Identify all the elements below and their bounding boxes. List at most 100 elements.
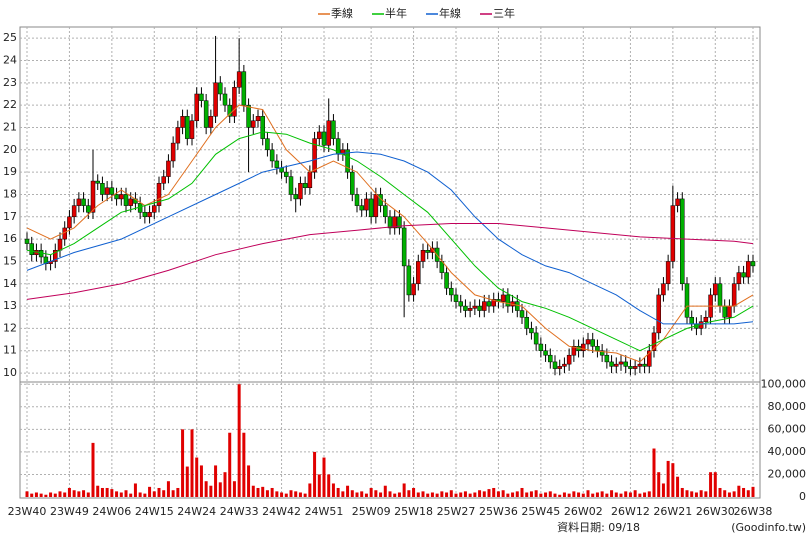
- candle-body: [302, 183, 308, 189]
- volume-bar: [430, 492, 434, 497]
- y-tick-label: 19: [3, 165, 17, 178]
- volume-bar: [595, 492, 599, 497]
- candle-body: [670, 205, 676, 262]
- y-tick-label: 22: [3, 98, 17, 111]
- candle-body: [67, 216, 72, 229]
- y-tick-label: 40,000: [768, 445, 807, 458]
- volume-bar: [270, 487, 274, 497]
- volume-bar: [280, 492, 284, 497]
- candle-body: [142, 212, 148, 218]
- candle-body: [477, 305, 482, 311]
- volume-bar: [694, 492, 698, 497]
- candle-body: [538, 343, 544, 351]
- x-tick-label: 24W06: [92, 505, 131, 518]
- candle-body: [213, 82, 218, 117]
- candle-body: [194, 93, 199, 122]
- candle-body: [29, 243, 34, 255]
- y-tick-label: 20: [3, 143, 17, 156]
- candle-body: [373, 194, 379, 218]
- volume-bar: [166, 481, 170, 497]
- candle-body: [463, 305, 468, 311]
- volume-bar: [723, 490, 727, 497]
- volume-bar: [407, 490, 411, 497]
- volume-bar: [657, 472, 661, 497]
- candle-body: [128, 198, 133, 206]
- volume-bar: [317, 474, 321, 497]
- volume-bar: [53, 493, 57, 497]
- candle-body: [533, 332, 539, 345]
- y-tick-label: 14: [3, 277, 17, 290]
- volume-bar: [416, 492, 420, 497]
- volume-bar: [492, 487, 496, 497]
- candle-body: [411, 283, 416, 296]
- volume-bar: [647, 491, 651, 497]
- volume-bar: [581, 493, 585, 497]
- candle-body: [557, 366, 562, 369]
- volume-bar: [171, 490, 175, 497]
- candle-body: [529, 328, 534, 334]
- candle-body: [260, 116, 265, 139]
- volume-bar: [30, 493, 34, 497]
- x-tick-label: 26W30: [696, 505, 735, 518]
- date-label: 資料日期: 09/18: [557, 520, 640, 534]
- candle-body: [368, 198, 374, 218]
- candle-body: [222, 93, 228, 106]
- candle-body: [298, 183, 303, 200]
- candle-body: [571, 346, 577, 356]
- volume-bar: [181, 429, 185, 497]
- y-tick-label: 15: [3, 254, 17, 267]
- candle-body: [156, 183, 162, 206]
- x-tick-label: 26W38: [734, 505, 773, 518]
- volume-bar: [676, 476, 680, 497]
- candle-body: [642, 363, 647, 367]
- volume-bar: [449, 490, 453, 497]
- volume-bar: [265, 490, 269, 497]
- x-tick-label: 24W33: [220, 505, 259, 518]
- candle-body: [637, 363, 643, 367]
- y-tick-label: 10: [3, 366, 17, 379]
- volume-bar: [133, 483, 137, 497]
- x-tick-label: 24W24: [177, 505, 216, 518]
- candle-body: [585, 339, 591, 345]
- candle-body: [397, 216, 402, 229]
- candle-body: [227, 104, 232, 117]
- volume-bar: [355, 492, 359, 497]
- candle-body: [170, 142, 176, 162]
- volume-bar: [275, 491, 279, 497]
- volume-bar: [699, 490, 703, 497]
- volume-bar: [445, 492, 449, 497]
- volume-bar: [732, 491, 736, 497]
- candle-body: [284, 171, 289, 177]
- volume-bar: [435, 493, 439, 497]
- volume-bar: [228, 432, 232, 497]
- volume-bar: [49, 492, 53, 497]
- volume-bar: [713, 472, 717, 497]
- candle-body: [444, 272, 449, 289]
- candle-body: [524, 317, 529, 329]
- volume-bar: [148, 486, 152, 497]
- volume-bar: [633, 490, 637, 497]
- x-tick-label: 25W36: [479, 505, 518, 518]
- candle-body: [623, 361, 628, 367]
- volume-bar: [44, 494, 48, 497]
- candle-body: [236, 71, 242, 88]
- ma-line: [26, 131, 754, 352]
- legend-label: 半年: [385, 6, 407, 20]
- volume-bar: [501, 490, 505, 497]
- volume-bar: [39, 493, 43, 497]
- candle-body: [430, 247, 435, 253]
- volume-bar: [709, 472, 713, 497]
- volume-bar: [506, 493, 510, 497]
- volume-bar: [727, 492, 731, 497]
- volume-bar: [690, 491, 694, 497]
- candle-body: [76, 198, 82, 206]
- legend-label: 季線: [331, 6, 353, 20]
- volume-bar: [610, 490, 614, 497]
- volume-bar: [129, 493, 133, 497]
- candle-body: [651, 332, 657, 351]
- candle-body: [345, 149, 350, 173]
- ma-line: [26, 223, 754, 300]
- volume-bar: [529, 491, 533, 497]
- candle-body: [614, 363, 619, 367]
- volume-bar: [176, 487, 180, 497]
